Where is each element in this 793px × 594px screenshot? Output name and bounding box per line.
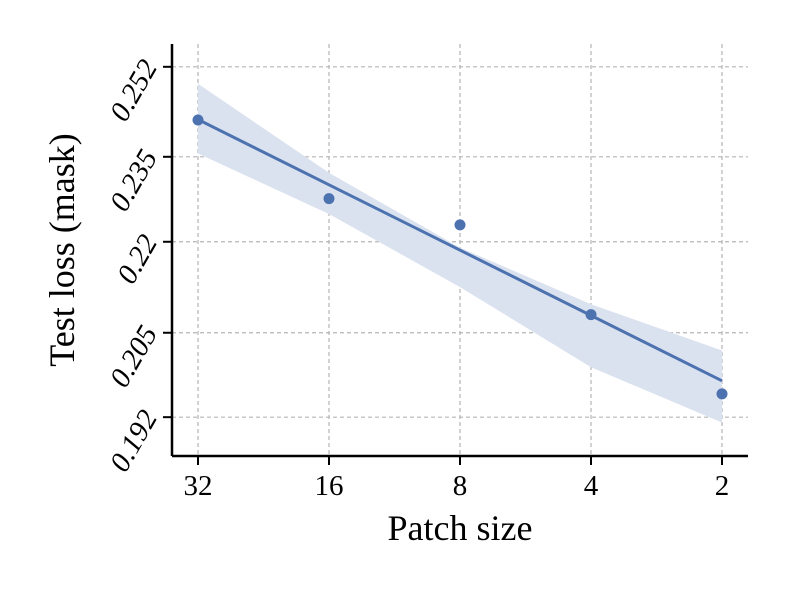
x-axis-label: Patch size	[388, 508, 533, 548]
data-point	[716, 388, 728, 400]
y-axis-label: Test loss (mask)	[42, 133, 82, 366]
fit-line-layer	[197, 118, 723, 383]
confidence-band-layer	[198, 83, 722, 423]
data-point	[192, 114, 204, 126]
y-tick-label: 0.22	[111, 229, 164, 289]
data-point-layer	[192, 114, 728, 400]
x-tick-label: 8	[453, 470, 468, 502]
y-tick-label: 0.192	[104, 405, 164, 478]
data-point	[323, 193, 335, 205]
x-tick-label: 32	[184, 470, 213, 502]
y-tick-label: 0.205	[104, 320, 164, 393]
y-tick-label: 0.235	[104, 144, 164, 217]
x-tick-label: 4	[584, 470, 599, 502]
y-tick-label: 0.252	[104, 54, 164, 127]
axes	[163, 44, 748, 465]
data-point	[585, 309, 597, 321]
regression-line	[197, 118, 723, 383]
confidence-band	[198, 83, 722, 423]
x-tick-label: 16	[315, 470, 344, 502]
data-point	[454, 219, 466, 231]
x-tick-label: 2	[715, 470, 730, 502]
